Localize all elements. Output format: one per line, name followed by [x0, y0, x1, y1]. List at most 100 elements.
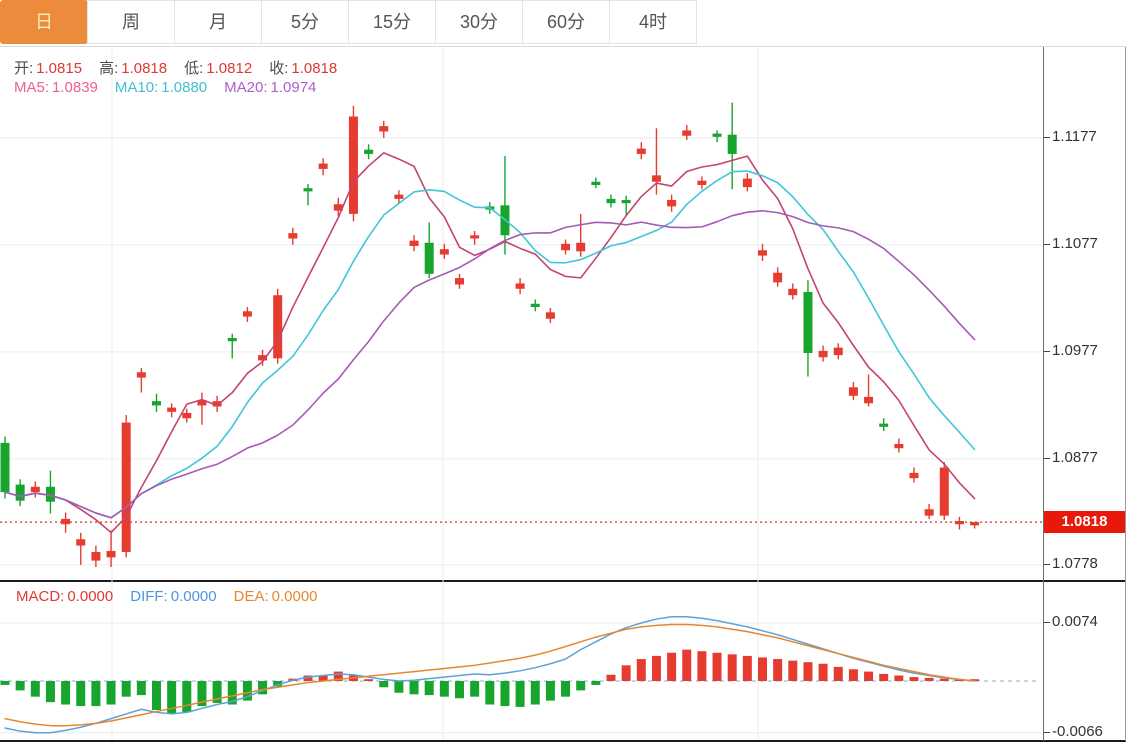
tab-4hour[interactable]: 4时 — [609, 0, 697, 44]
tab-5min[interactable]: 5分 — [261, 0, 349, 44]
candle-body — [576, 242, 586, 252]
macd-bar — [894, 675, 904, 681]
candle-body — [788, 288, 798, 296]
candle-body — [606, 198, 616, 204]
macd-bar — [424, 681, 434, 696]
macd-bar — [470, 681, 480, 697]
candle-body — [61, 518, 71, 525]
macd-bar — [485, 681, 495, 705]
readout-value: 1.0815 — [36, 60, 83, 77]
macd-bar — [758, 657, 767, 681]
macd-bar — [136, 681, 146, 696]
readout-item: MACD: 0.0000 — [16, 588, 116, 605]
readout-label: 低: — [184, 60, 204, 77]
candle-body — [773, 272, 783, 283]
readout-label: DIFF: — [130, 588, 168, 605]
candle-body — [742, 178, 752, 188]
candle-body — [45, 486, 55, 502]
candle-body — [682, 130, 692, 136]
macd-bar — [303, 675, 313, 681]
diff-line — [4, 615, 976, 734]
candle-body — [651, 175, 661, 182]
readout-item: 收: 1.0818 — [269, 57, 340, 78]
candle-body — [333, 204, 343, 211]
tabbar-underline — [0, 46, 1126, 47]
macd-bar — [606, 674, 616, 681]
y-axis-label: 1.0778 — [1052, 554, 1098, 572]
macd-bar — [545, 681, 555, 701]
macd-bar — [30, 681, 40, 697]
y-axis-label: 0.0074 — [1052, 612, 1098, 630]
macd-bar — [561, 681, 571, 697]
readout-item: 高: 1.0818 — [99, 57, 170, 78]
macd-bar — [15, 681, 25, 691]
macd-readout: MACD: 0.0000 DIFF: 0.0000 DEA: 0.0000 — [16, 588, 335, 605]
candle-body — [818, 350, 828, 358]
readout-item: 开: 1.0815 — [14, 57, 85, 78]
readout-item: MA10: 1.0880 — [115, 79, 210, 96]
readout-item: 低: 1.0812 — [184, 57, 255, 78]
axis-tick-mark — [1044, 244, 1050, 245]
candle-body — [273, 295, 283, 359]
readout-value: 1.0812 — [206, 60, 253, 77]
macd-bar — [45, 681, 55, 703]
macd-bar — [651, 655, 661, 681]
macd-bar — [212, 681, 222, 703]
readout-label: MA5: — [14, 79, 50, 96]
candle-body — [152, 401, 161, 406]
macd-bar — [848, 669, 858, 681]
y-axis-label: 1.1177 — [1052, 127, 1097, 145]
macd-bar — [833, 666, 843, 681]
macd-bar — [61, 681, 71, 705]
macd-bar — [712, 652, 722, 681]
macd-bar — [318, 675, 328, 681]
kline-chart-canvas[interactable] — [0, 47, 1126, 743]
y-axis-label: -0.0066 — [1052, 722, 1103, 740]
tab-week[interactable]: 周 — [87, 0, 175, 44]
readout-item: MA20: 1.0974 — [224, 79, 319, 96]
tab-month[interactable]: 月 — [174, 0, 262, 44]
period-tabbar: 日周月 5分 15分 30分 60分 4时 — [0, 0, 697, 46]
macd-bar — [227, 681, 237, 705]
readout-item: DEA: 0.0000 — [234, 588, 321, 605]
candle-body — [712, 133, 722, 137]
macd-bar — [576, 681, 586, 691]
macd-bar — [500, 681, 510, 707]
macd-bar — [242, 681, 252, 701]
macd-bar — [636, 659, 646, 681]
candle-body — [197, 400, 207, 406]
candle-body — [303, 188, 313, 192]
readout-value: 1.0974 — [270, 79, 317, 96]
candle-body — [455, 278, 464, 285]
current-price-tag: 1.0818 — [1044, 511, 1125, 534]
readout-value: 1.0818 — [121, 60, 168, 77]
candle-body — [848, 387, 858, 396]
tab-60min[interactable]: 60分 — [522, 0, 610, 44]
tab-30min[interactable]: 30分 — [435, 0, 523, 44]
candle-body — [182, 412, 192, 419]
candle-body — [136, 372, 146, 378]
candle-body — [803, 291, 813, 353]
readout-value: 0.0000 — [67, 588, 114, 605]
candle-body — [894, 443, 904, 449]
readout-label: MA20: — [224, 79, 268, 96]
candle-body — [106, 550, 116, 558]
candle-body — [167, 407, 177, 412]
candle-body — [76, 539, 86, 546]
candle-body — [727, 134, 737, 154]
candle-body — [424, 242, 434, 274]
tab-15min[interactable]: 15分 — [348, 0, 436, 44]
axis-tick-mark — [1044, 622, 1050, 623]
readout-label: DEA: — [233, 588, 269, 605]
ma20-line — [4, 209, 976, 519]
chart-right-border — [1125, 47, 1126, 741]
macd-bar — [924, 677, 934, 681]
candle-body — [515, 283, 525, 289]
pane-divider — [0, 580, 1126, 582]
readout-label: MA10: — [114, 79, 159, 96]
candle-body — [621, 199, 631, 204]
tab-day[interactable]: 日 — [0, 0, 88, 44]
readout-label: 收: — [269, 60, 289, 77]
macd-bar — [818, 663, 828, 681]
